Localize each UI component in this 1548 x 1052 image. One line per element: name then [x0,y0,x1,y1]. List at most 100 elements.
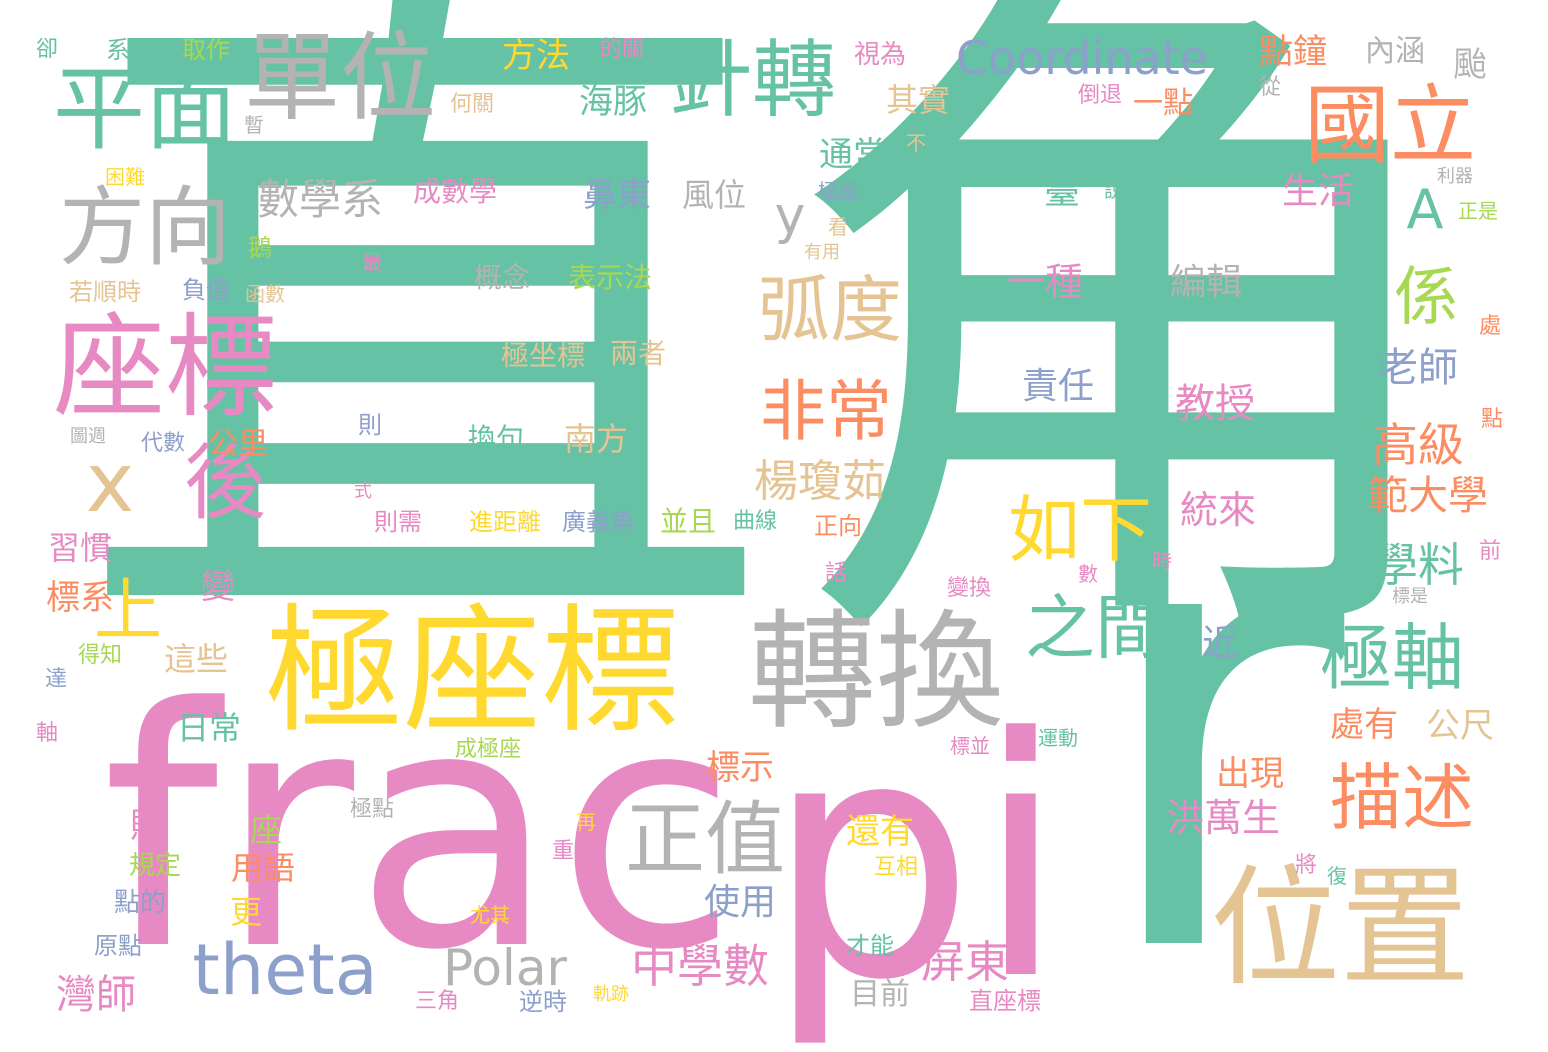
word-cloud-term: 標是 [1392,586,1428,607]
word-cloud-term: 日常 [176,709,242,747]
word-cloud-term: 之間 [1025,587,1165,669]
word-cloud-term: 平面 [52,56,238,163]
word-cloud-term: A [1406,178,1444,241]
word-cloud-term: 標示 [706,748,774,788]
word-cloud-term: x [85,436,135,531]
word-cloud-term: 正是 [1458,199,1498,223]
word-cloud-term: 位置 [1209,852,1471,1004]
word-cloud-term: 於 [441,35,475,73]
word-cloud-term: 教授 [1175,381,1255,427]
word-cloud-term: 將 [1294,853,1318,878]
word-cloud-term: 係 [1394,261,1458,335]
word-cloud-term: y [774,186,806,246]
word-cloud-term: 變換 [946,576,992,601]
word-cloud-term: 規定 [128,851,182,881]
word-cloud-term: 單位 [244,22,436,134]
word-cloud-term: 非常 [760,373,892,450]
word-cloud-term: r [1089,369,1345,1052]
word-cloud-term: 直角 [75,0,1475,731]
word-cloud-term: 軸 [35,721,59,746]
word-cloud-term: 倒退 [1077,83,1123,108]
word-cloud-term: 座標 [53,303,277,433]
word-cloud-term: 貼 [130,806,164,846]
word-cloud-term: 成極座 [454,737,522,762]
word-cloud-term: 鵝 [248,234,272,262]
word-cloud-term: 其實 [885,81,951,119]
word-cloud-term: 極坐標 [500,339,586,372]
word-cloud-term: 廣義角 [562,508,634,536]
word-cloud-term: 方向 [59,178,231,278]
word-cloud-term: 何關 [449,92,495,117]
word-cloud-term: 灣師 [56,972,136,1018]
word-cloud-term: 點的 [113,888,167,918]
word-cloud-term: 目前 [850,977,910,1012]
word-cloud-term: 責任 [1021,366,1095,407]
word-cloud-term: 成數學 [412,175,498,208]
word-cloud-term: 尤其 [470,903,510,927]
word-cloud-term: 高級 [1372,418,1464,472]
word-cloud-term: 話 [824,561,848,586]
word-cloud-term: 還有 [846,812,914,852]
word-cloud-term: 代數 [140,431,186,456]
word-cloud-term: 才能 [846,932,894,960]
word-cloud-term: 公里 [208,427,268,462]
word-cloud-term: 如下 [1007,488,1153,572]
word-cloud-term: 再 [576,810,596,834]
word-cloud-term: 學料 [1372,538,1464,592]
word-cloud-term: 一種 [1006,260,1084,304]
word-cloud-term: Coordinate [955,31,1209,85]
word-cloud-term: 統來 [1179,488,1257,532]
word-cloud-term: 從 [1258,75,1282,100]
word-cloud-term: 點 [1480,407,1504,432]
word-cloud-term: 颱 [1453,45,1487,85]
word-cloud-term: 老師 [1378,345,1458,391]
word-cloud-term: 內涵 [1365,34,1425,69]
word-cloud-term: 表示法 [567,261,653,294]
word-cloud-term: 一點 [1133,86,1193,121]
word-cloud-term: 國立 [1304,76,1476,176]
word-cloud-term: 方法 [502,36,570,76]
word-cloud-term: 不 [906,131,926,155]
word-cloud-term: 風位 [681,176,747,214]
word-cloud-term: 式 [354,481,372,502]
word-cloud-term: 時 [1152,549,1172,573]
word-cloud-term: 座 [249,811,283,849]
word-cloud-term: 標系 [46,578,114,618]
word-cloud-term: 海豚 [579,82,647,122]
word-cloud-term: 這些 [163,640,229,678]
word-cloud-term: 運動 [1038,726,1078,750]
word-cloud-term: 概念 [473,261,531,294]
word-cloud-term: 點鐘 [1259,32,1327,72]
word-cloud-term: 重要 [551,839,597,864]
word-cloud-term: 數 [1078,562,1098,586]
word-cloud-term: 楊瓊茹 [754,456,886,507]
word-cloud-term: pi [765,668,1067,1052]
word-cloud-term: 達 [44,667,68,692]
word-cloud-term: 定義 [994,288,1034,312]
word-cloud-term: 轉換 [747,598,1005,747]
word-cloud-term: 標並 [950,734,990,758]
word-cloud-term: 換句 [467,422,525,455]
word-cloud-term: 後 [183,436,267,531]
word-cloud-term: 卻 [35,37,59,62]
word-cloud-term: 直座標 [969,987,1041,1015]
word-cloud-term: 則需 [374,508,422,536]
word-cloud-term: 並且 [659,505,717,538]
word-cloud-term: 視為 [853,40,907,70]
word-cloud-term: frac [102,638,738,1022]
word-cloud-term: 軌跡 [593,984,629,1005]
word-cloud-term: 困難 [105,165,145,189]
word-cloud-term: 系統 [106,36,154,64]
word-cloud-term: 正向 [814,512,862,540]
word-cloud-term: 屏東 [921,937,1009,988]
word-cloud-term: 暫 [244,113,264,137]
word-cloud-term: 三角 [414,989,460,1014]
word-cloud-term: 逆時 [519,988,567,1016]
word-cloud-term: 習慣 [47,529,113,567]
word-cloud-term: 極座 [818,179,858,203]
word-cloud-term: Polar [442,939,568,997]
word-cloud-term: 圖週 [70,426,106,447]
word-cloud-term: 近 [1201,623,1239,664]
word-cloud-term: 曲線 [732,509,778,534]
